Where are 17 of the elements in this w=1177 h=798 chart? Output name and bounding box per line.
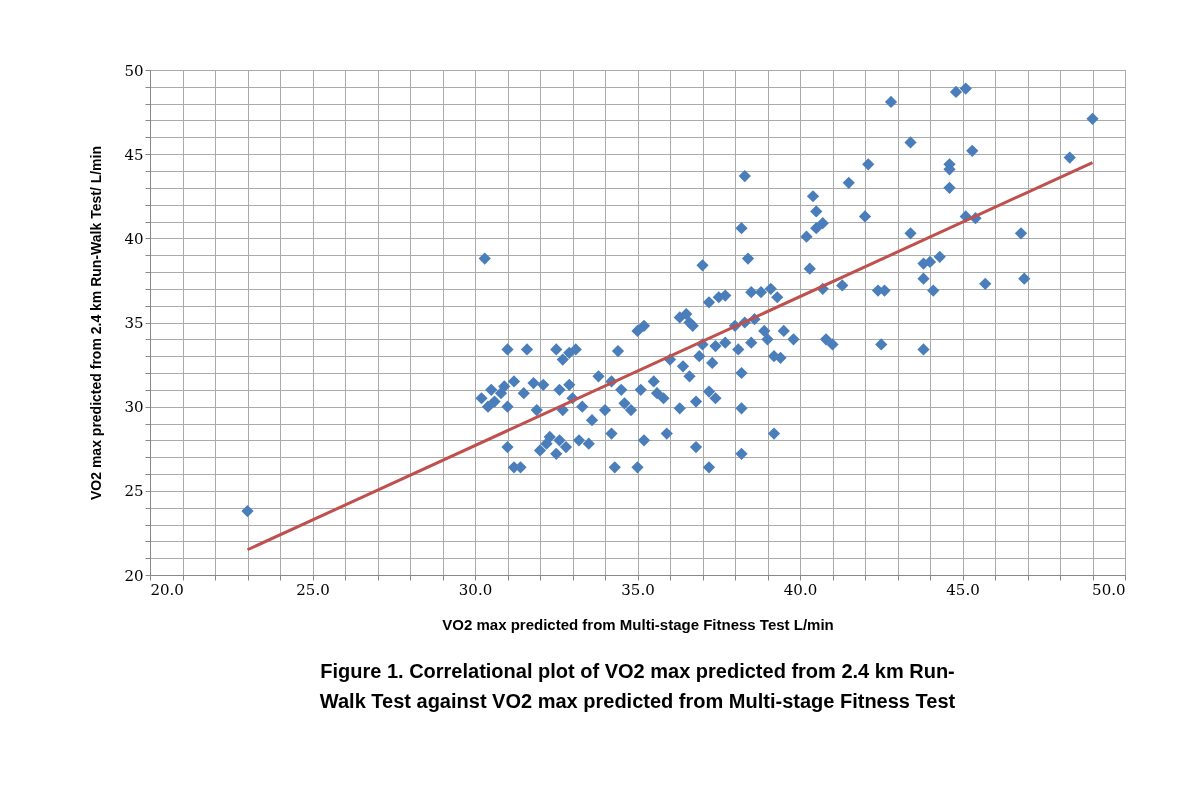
caption: Figure 1. Correlational plot of VO2 max predicted from 2.4 km Run- Walk Test against VO2 max predicted from Multi-stage Fitness Test	[319, 660, 956, 712]
x-tick-label: 35.0	[621, 580, 655, 599]
x-tick-label: 20.0	[150, 580, 184, 599]
y-tick-label: 20	[124, 566, 144, 585]
y-tick-label: 25	[124, 482, 144, 501]
x-tick-label: 50.0	[1092, 580, 1126, 599]
y-tick-label: 50	[124, 61, 144, 80]
x-tick-label: 40.0	[783, 580, 818, 599]
x-axis-title: VO2 max predicted from Multi-stage Fitness Test L/min	[442, 615, 834, 633]
y-axis-title: VO2 max predicted from 2.4 km Run-Walk Test/ L/min	[88, 146, 105, 500]
y-tick-label: 45	[124, 145, 144, 164]
x-tick-label: 25.0	[296, 580, 330, 599]
y-tick-label: 40	[124, 229, 144, 248]
x-tick-label: 30.0	[458, 580, 493, 599]
y-tick-label: 35	[124, 314, 144, 332]
y-tick-label: 30	[124, 398, 144, 417]
x-tick-label: 45.0	[946, 580, 980, 599]
